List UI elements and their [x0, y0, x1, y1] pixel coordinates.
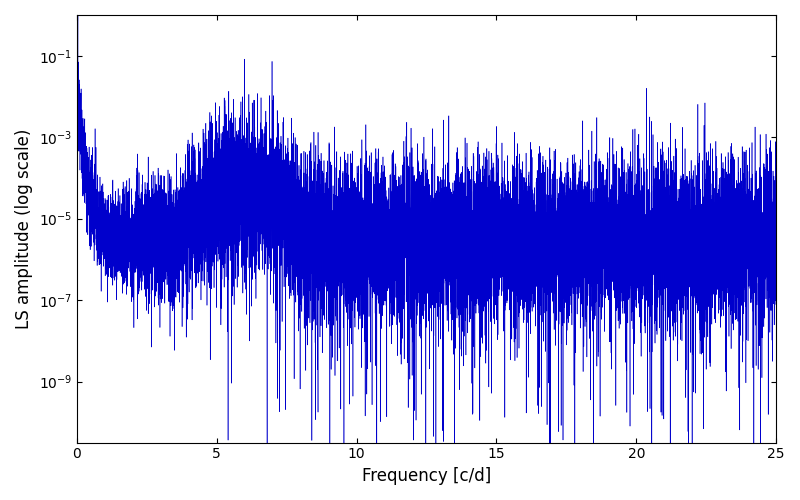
- Y-axis label: LS amplitude (log scale): LS amplitude (log scale): [15, 128, 33, 329]
- X-axis label: Frequency [c/d]: Frequency [c/d]: [362, 467, 491, 485]
